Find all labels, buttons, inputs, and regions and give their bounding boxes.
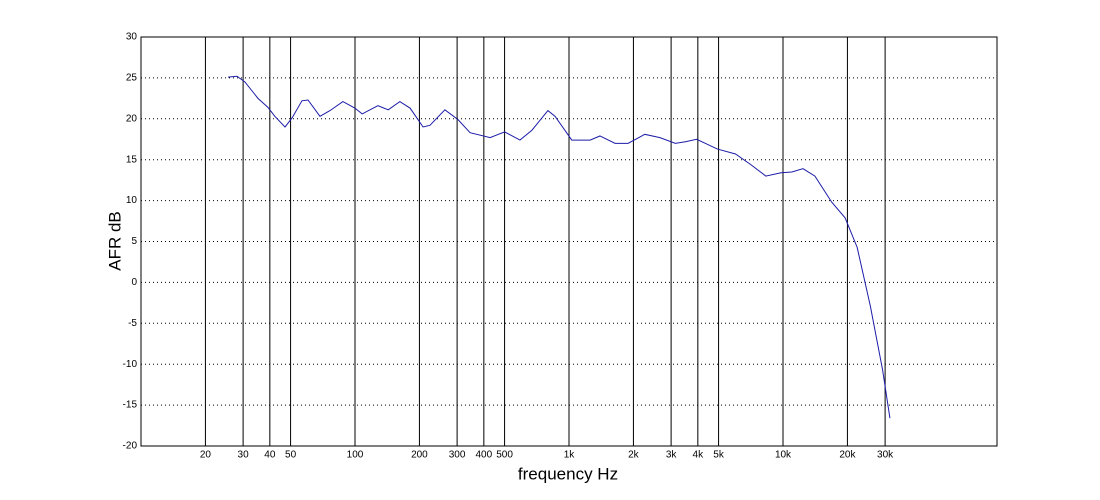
y-tick-label: 5	[131, 236, 137, 247]
x-axis-title: frequency Hz	[518, 464, 618, 483]
y-tick-label: -5	[128, 318, 137, 329]
x-tick-label: 10k	[775, 450, 792, 461]
y-tick-label: 30	[126, 32, 138, 43]
x-tick-label: 40	[264, 450, 276, 461]
x-tick-label: 20	[200, 450, 212, 461]
x-tick-label: 300	[449, 450, 466, 461]
data-line	[227, 75, 891, 419]
x-tick-label: 30k	[877, 450, 894, 461]
x-tick-label: 200	[411, 450, 428, 461]
y-tick-label: 10	[126, 195, 138, 206]
x-tick-label: 1k	[564, 450, 576, 461]
y-tick-label: -15	[123, 400, 138, 411]
x-tick-label: 100	[347, 450, 364, 461]
x-tick-label: 20k	[839, 450, 856, 461]
x-tick-label: 400	[475, 450, 492, 461]
x-tick-label: 50	[285, 450, 297, 461]
y-axis-title: AFR dB	[105, 211, 124, 271]
y-tick-label: 25	[126, 73, 138, 84]
y-tick-label: -10	[123, 359, 138, 370]
x-tick-label: 2k	[628, 450, 640, 461]
y-tick-label: 0	[131, 277, 137, 288]
x-tick-label: 3k	[666, 450, 678, 461]
y-tick-label: 20	[126, 113, 138, 124]
x-tick-label: 5k	[713, 450, 725, 461]
y-tick-label: -20	[123, 441, 138, 452]
y-tick-label: 15	[126, 154, 138, 165]
x-tick-label: 30	[238, 450, 250, 461]
x-tick-label: 500	[496, 450, 513, 461]
x-tick-label: 4k	[693, 450, 705, 461]
